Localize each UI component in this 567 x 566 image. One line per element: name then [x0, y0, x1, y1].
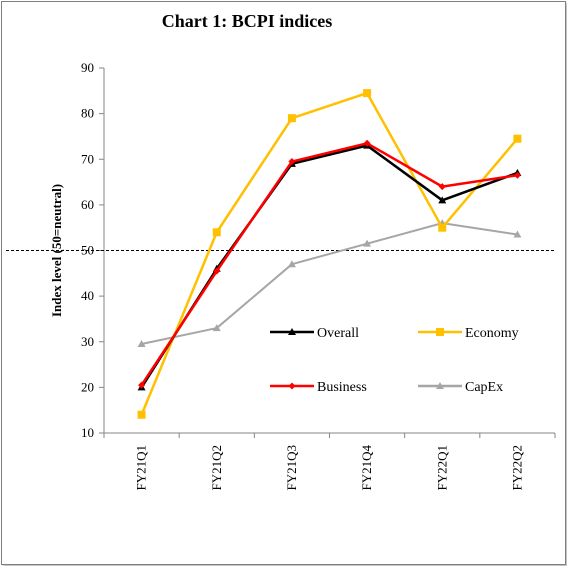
series-overall [137, 141, 522, 391]
y-tick-label: 40 [81, 288, 94, 303]
data-point-economy [287, 114, 296, 123]
data-point-economy [438, 223, 447, 232]
x-tick-label: FY21Q4 [359, 445, 374, 491]
x-tick-label: FY22Q2 [509, 445, 524, 491]
y-tick-label: 10 [81, 425, 94, 440]
data-point-economy [137, 410, 146, 419]
series-line-overall [140, 144, 518, 389]
data-point-overall [438, 196, 447, 204]
y-tick-label: 80 [81, 106, 94, 121]
data-point-business [438, 183, 446, 191]
y-tick-label: 60 [81, 197, 94, 212]
series-economy [137, 89, 522, 419]
data-point-capex [137, 340, 146, 348]
y-tick-label: 30 [81, 334, 94, 349]
legend-item-overall: Overall [270, 326, 359, 341]
data-point-economy [212, 228, 221, 237]
legend-marker-capex [436, 382, 444, 389]
y-tick-label: 70 [81, 151, 94, 166]
series-line-business [140, 142, 518, 386]
legend-item-business: Business [270, 380, 367, 395]
data-point-business [138, 381, 146, 389]
y-tick-label: 90 [81, 60, 94, 75]
data-point-capex [513, 230, 522, 238]
legend-item-capex: CapEx [418, 380, 503, 395]
series-line-capex [141, 222, 518, 346]
x-tick-label: FY21Q2 [209, 445, 224, 491]
series-business [138, 139, 521, 389]
legend-label-economy: Economy [465, 326, 519, 341]
legend-label-overall: Overall [317, 326, 359, 341]
data-point-economy [513, 134, 522, 143]
data-point-capex [212, 324, 221, 332]
x-tick-label: FY21Q1 [134, 445, 149, 491]
legend-marker-business [288, 382, 296, 390]
data-point-business [513, 171, 521, 179]
series-line-economy [140, 91, 519, 416]
legend-marker-economy [436, 328, 444, 336]
data-point-economy [363, 89, 372, 98]
legend-label-capex: CapEx [465, 380, 503, 395]
legend-label-business: Business [317, 380, 367, 395]
x-tick-label: FY21Q3 [284, 445, 299, 491]
data-point-business [363, 139, 371, 147]
data-point-capex [287, 260, 296, 268]
data-point-capex [363, 239, 372, 247]
legend-marker-overall [288, 328, 296, 335]
chart-title: Chart 1: BCPI indices [162, 11, 333, 31]
x-tick-label: FY22Q1 [434, 445, 449, 491]
data-point-business [213, 267, 221, 275]
legend-item-economy: Economy [418, 326, 519, 341]
data-point-business [288, 158, 296, 166]
y-tick-label: 20 [81, 379, 94, 394]
